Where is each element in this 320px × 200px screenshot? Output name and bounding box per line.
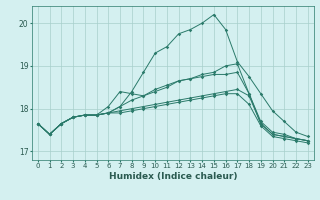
- X-axis label: Humidex (Indice chaleur): Humidex (Indice chaleur): [108, 172, 237, 181]
